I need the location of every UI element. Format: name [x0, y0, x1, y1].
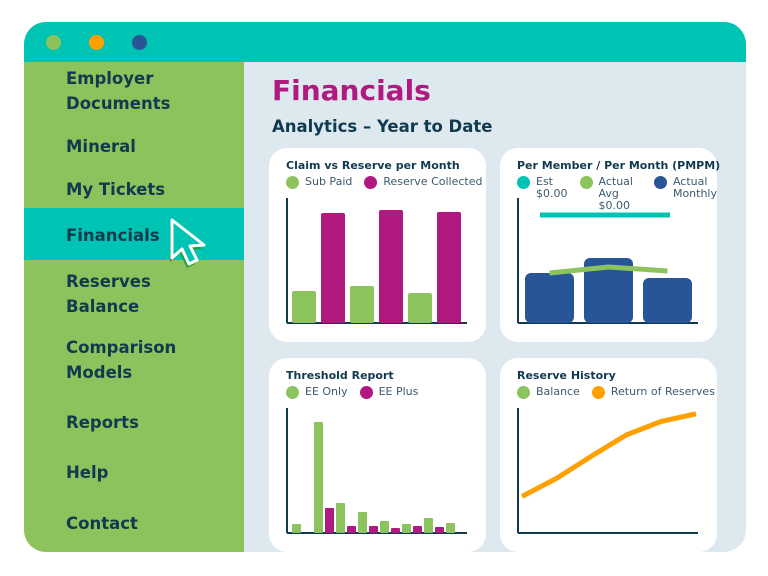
bar-sub-paid — [292, 291, 316, 323]
title-bar — [24, 22, 746, 62]
bar-actual-monthly — [525, 273, 574, 323]
sidebar-item-comparison-models[interactable]: Comparison Models — [66, 338, 177, 382]
legend-item-ee-plus: EE Plus — [359, 385, 419, 399]
chart-legend: Est $0.00 Actual Avg $0.00 Actual Monthly — [517, 176, 717, 212]
legend-item-actual-monthly: Actual Monthly — [653, 175, 717, 212]
bar-ee-plus — [413, 526, 422, 533]
chart-title: Per Member / Per Month (PMPM) — [517, 159, 721, 172]
app-window: Employer Documents Mineral My Tickets Fi… — [24, 22, 746, 552]
mouse-cursor-icon — [170, 218, 206, 268]
sidebar-item-financials[interactable]: Financials — [66, 226, 160, 245]
legend-item-reserve-collected: Reserve Collected — [364, 176, 482, 189]
bar-ee-only — [380, 521, 389, 533]
chart-title: Threshold Report — [286, 369, 394, 382]
legend-swatch — [359, 386, 373, 399]
reserve-history-card: Reserve History Balance Return of Reserves — [500, 358, 717, 552]
bar-reserve-collected — [379, 210, 403, 323]
legend-swatch — [286, 386, 299, 399]
bar-reserve-collected — [437, 212, 461, 323]
claim-vs-reserve-card: Claim vs Reserve per Month Sub Paid Reserv… — [269, 148, 486, 342]
chart-legend: EE Only EE Plus — [286, 386, 418, 399]
legend-swatch — [364, 176, 378, 189]
bar-ee-plus — [347, 526, 356, 533]
bar-actual-monthly — [584, 258, 633, 323]
legend-swatch — [517, 176, 530, 189]
chart-plot — [286, 408, 467, 534]
bar-ee-plus — [325, 508, 334, 533]
legend-swatch — [286, 176, 299, 189]
bar-actual-monthly — [643, 278, 692, 323]
bar-sub-paid — [350, 286, 374, 323]
sidebar-item-employer-documents[interactable]: Employer Documents — [66, 69, 171, 113]
sidebar-item-reports[interactable]: Reports — [66, 413, 139, 432]
legend-swatch — [517, 386, 530, 399]
sidebar-item-mineral[interactable]: Mineral — [66, 137, 136, 156]
chart-legend: Balance Return of Reserves — [517, 386, 715, 399]
bar-ee-only — [446, 523, 455, 533]
sidebar-item-help[interactable]: Help — [66, 463, 109, 482]
bar-ee-only — [314, 422, 323, 533]
legend-swatch — [579, 176, 593, 189]
bar-ee-only — [292, 524, 301, 533]
page-title: Financials — [272, 74, 431, 107]
legend-item-actual-avg-0-00: Actual Avg $0.00 — [579, 175, 642, 212]
chart-plot — [517, 408, 698, 534]
page-subtitle: Analytics – Year to Date — [272, 117, 493, 136]
legend-label: Actual Monthly — [672, 175, 717, 200]
bar-sub-paid — [408, 293, 432, 323]
legend-item-balance: Balance — [517, 386, 580, 399]
bar-ee-only — [336, 503, 345, 533]
legend-swatch — [591, 386, 605, 399]
bar-ee-plus — [369, 526, 378, 533]
sidebar-item-my-tickets[interactable]: My Tickets — [66, 180, 166, 199]
legend-item-ee-only: EE Only — [286, 386, 348, 399]
line-return-of-reserves — [520, 411, 697, 499]
sidebar: Employer Documents Mineral My Tickets Fi… — [24, 62, 244, 552]
threshold-report-card: Threshold Report EE Only EE Plus — [269, 358, 486, 552]
legend-label: Return of Reserves — [610, 385, 715, 398]
bar-reserve-collected — [321, 213, 345, 323]
bar-ee-plus — [391, 528, 400, 533]
legend-label: EE Only — [305, 385, 348, 398]
legend-swatch — [653, 176, 667, 189]
sidebar-item-contact[interactable]: Contact — [66, 514, 138, 533]
bar-ee-only — [424, 518, 433, 533]
bar-ee-only — [402, 524, 411, 533]
window-maximize-button[interactable] — [132, 35, 147, 50]
legend-label: Actual Avg $0.00 — [598, 175, 633, 212]
legend-label: EE Plus — [378, 385, 419, 398]
sidebar-active-highlight — [24, 208, 244, 260]
pmpm-card: Per Member / Per Month (PMPM) Est $0.00 Ac… — [500, 148, 721, 342]
sidebar-item-reserves-balance[interactable]: Reserves Balance — [66, 272, 151, 316]
legend-item-sub-paid: Sub Paid — [286, 176, 352, 189]
legend-label: Est $0.00 — [536, 175, 568, 200]
chart-plot — [286, 198, 467, 324]
chart-legend: Sub Paid Reserve Collected — [286, 176, 482, 189]
line-actual-avg — [549, 264, 668, 276]
window-close-button[interactable] — [46, 35, 61, 50]
legend-item-est-0-00: Est $0.00 — [517, 176, 568, 212]
chart-title: Claim vs Reserve per Month — [286, 159, 460, 172]
legend-label: Balance — [536, 385, 580, 398]
chart-title: Reserve History — [517, 369, 616, 382]
bar-ee-only — [358, 512, 367, 533]
chart-plot — [517, 198, 698, 324]
legend-label: Sub Paid — [305, 175, 353, 188]
legend-item-return-of-reserves: Return of Reserves — [591, 385, 715, 399]
window-minimize-button[interactable] — [89, 35, 104, 50]
bar-ee-plus — [435, 527, 444, 533]
legend-label: Reserve Collected — [383, 175, 483, 188]
